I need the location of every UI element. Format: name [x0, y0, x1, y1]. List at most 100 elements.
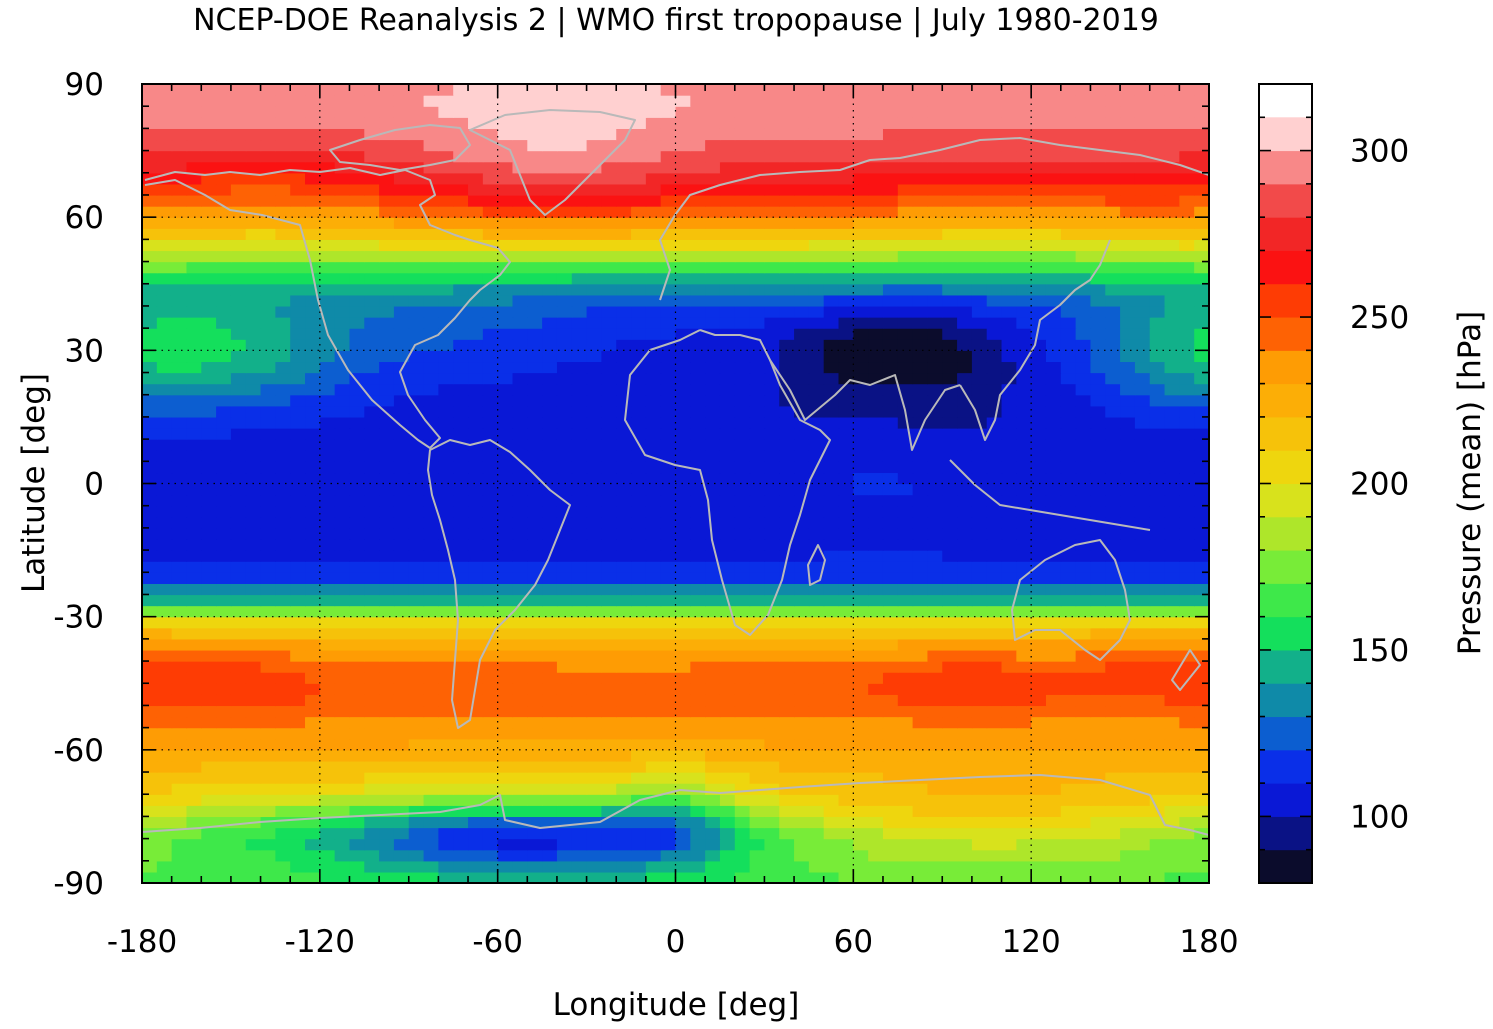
heatmap-cell	[631, 860, 647, 873]
heatmap-cell	[1179, 871, 1195, 883]
heatmap-cell	[156, 738, 173, 751]
heatmap-cell	[571, 772, 588, 784]
heatmap-cell	[1179, 317, 1195, 329]
heatmap-cell	[971, 605, 988, 618]
heatmap-cell	[171, 294, 188, 307]
heatmap-cell	[423, 239, 439, 252]
heatmap-cell	[616, 372, 632, 385]
heatmap-cell	[438, 550, 454, 562]
heatmap-cell	[260, 416, 276, 429]
heatmap-cell	[690, 328, 706, 340]
heatmap-cell	[586, 860, 602, 873]
heatmap-cell	[1164, 583, 1180, 596]
heatmap-cell	[453, 416, 469, 429]
heatmap-cell	[201, 527, 217, 540]
heatmap-cell	[1001, 439, 1017, 451]
heatmap-cell	[1120, 594, 1136, 607]
heatmap-cell	[334, 472, 351, 485]
heatmap-cell	[319, 638, 336, 651]
heatmap-cell	[882, 516, 899, 529]
heatmap-cell	[1164, 661, 1180, 673]
heatmap-cell	[423, 638, 439, 651]
heatmap-cell	[186, 649, 202, 662]
heatmap-cell	[586, 616, 602, 629]
heatmap-cell	[305, 217, 321, 229]
heatmap-cell	[571, 805, 588, 818]
heatmap-cell	[230, 860, 247, 873]
heatmap-cell	[1090, 328, 1106, 340]
heatmap-cell	[497, 194, 514, 207]
heatmap-cell	[1194, 694, 1209, 707]
heatmap-cell	[497, 805, 514, 818]
heatmap-cell	[156, 538, 173, 551]
heatmap-cell	[156, 805, 173, 818]
heatmap-cell	[808, 294, 825, 307]
heatmap-cell	[497, 217, 514, 229]
heatmap-cell	[216, 672, 232, 684]
heatmap-cell	[734, 261, 751, 274]
heatmap-cell	[305, 805, 321, 818]
heatmap-cell	[393, 871, 410, 883]
heatmap-cell	[705, 239, 721, 252]
heatmap-cell	[1105, 439, 1121, 451]
heatmap-cell	[616, 228, 632, 240]
heatmap-cell	[1031, 416, 1047, 429]
heatmap-cell	[645, 516, 662, 529]
heatmap-cell	[764, 416, 780, 429]
heatmap-cell	[882, 272, 899, 285]
heatmap-cell	[142, 860, 158, 873]
heatmap-cell	[912, 683, 929, 695]
heatmap-cell	[275, 228, 291, 240]
heatmap-cell	[245, 361, 262, 374]
heatmap-cell	[542, 705, 558, 718]
heatmap-cell	[453, 161, 469, 174]
heatmap-cell	[897, 794, 914, 806]
heatmap-cell	[408, 727, 425, 740]
heatmap-cell	[1060, 605, 1077, 618]
heatmap-cell	[1179, 372, 1195, 385]
heatmap-cell	[882, 827, 899, 840]
heatmap-cell	[423, 439, 439, 451]
heatmap-cell	[838, 283, 854, 296]
heatmap-cell	[897, 849, 914, 862]
heatmap-cell	[201, 716, 217, 729]
heatmap-cell	[408, 372, 425, 385]
heatmap-cell	[675, 672, 691, 684]
heatmap-cell	[779, 172, 795, 185]
heatmap-cell	[542, 816, 558, 829]
heatmap-cell	[186, 816, 202, 829]
heatmap-cell	[942, 705, 958, 718]
heatmap-cell	[171, 816, 188, 829]
heatmap-cell	[986, 638, 1003, 651]
heatmap-cell	[438, 860, 454, 873]
heatmap-cell	[482, 372, 499, 385]
heatmap-cell	[334, 228, 351, 240]
heatmap-cell	[556, 450, 573, 462]
heatmap-cell	[1031, 261, 1047, 274]
heatmap-cell	[1045, 428, 1062, 440]
heatmap-cell	[690, 472, 706, 485]
heatmap-cell	[764, 206, 780, 218]
heatmap-cell	[453, 716, 469, 729]
heatmap-cell	[942, 194, 958, 207]
heatmap-cell	[423, 627, 439, 640]
heatmap-cell	[201, 483, 217, 496]
heatmap-cell	[971, 161, 988, 174]
heatmap-cell	[364, 161, 380, 174]
heatmap-cell	[230, 272, 247, 285]
heatmap-cell	[912, 594, 929, 607]
heatmap-cell	[305, 705, 321, 718]
heatmap-cell	[319, 416, 336, 429]
heatmap-cell	[216, 350, 232, 363]
heatmap-cell	[631, 694, 647, 707]
heatmap-cell	[927, 672, 943, 684]
heatmap-cell	[897, 339, 914, 351]
heatmap-cell	[1001, 272, 1017, 285]
heatmap-cell	[216, 483, 232, 496]
heatmap-cell	[556, 627, 573, 640]
heatmap-cell	[808, 816, 825, 829]
heatmap-cell	[186, 683, 202, 695]
heatmap-cell	[1016, 294, 1032, 307]
heatmap-cell	[690, 439, 706, 451]
heatmap-cell	[1105, 206, 1121, 218]
